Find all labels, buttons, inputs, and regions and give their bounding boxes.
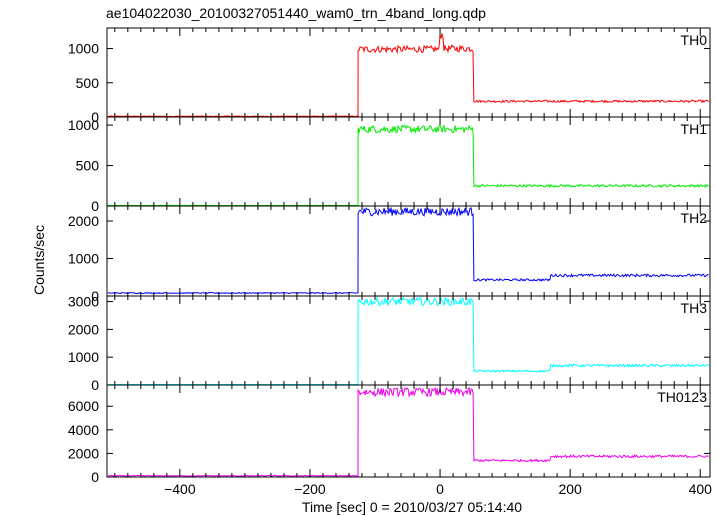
series-line-th0 bbox=[107, 33, 710, 118]
y-tick-label: 0 bbox=[91, 469, 99, 485]
panel-frame bbox=[106, 384, 711, 478]
panel-label: TH1 bbox=[681, 121, 708, 137]
series-line-th1 bbox=[107, 124, 709, 207]
x-tick-label: 0 bbox=[436, 481, 444, 497]
y-tick-label: 0 bbox=[91, 198, 99, 214]
panel-frame bbox=[106, 116, 711, 207]
panel-frame bbox=[106, 205, 711, 297]
panel-frame bbox=[106, 295, 711, 386]
x-axis-label: Time [sec] 0 = 2010/03/27 05:14:40 bbox=[302, 499, 522, 515]
y-tick-label: 500 bbox=[76, 158, 100, 174]
y-tick-label: 0 bbox=[91, 377, 99, 393]
x-tick-label: 400 bbox=[689, 481, 713, 497]
y-tick-label: 1000 bbox=[68, 41, 99, 57]
chart-title: ae104022030_20100327051440_wam0_trn_4ban… bbox=[106, 5, 486, 21]
y-tick-label: 1000 bbox=[68, 349, 99, 365]
panel-label: TH0123 bbox=[657, 389, 707, 405]
y-tick-label: 0 bbox=[91, 109, 99, 125]
y-tick-label: 2000 bbox=[68, 445, 99, 461]
panel-th0123: 0 2000 4000 6000 TH0123 bbox=[68, 384, 711, 485]
y-tick-label: 2000 bbox=[68, 321, 99, 337]
y-axis-label: Counts/sec bbox=[31, 225, 47, 295]
y-tick-label: 4000 bbox=[68, 422, 99, 438]
y-tick-label: 6000 bbox=[68, 398, 99, 414]
panel-th1: 0 500 1000 TH1 bbox=[68, 116, 711, 214]
series-line-th0123 bbox=[107, 386, 709, 477]
panel-th2: 0 1000 2000 TH2 bbox=[68, 205, 711, 304]
x-tick-label: 200 bbox=[558, 481, 582, 497]
panel-th3: 0 1000 2000 3000 TH3 bbox=[68, 294, 711, 393]
panel-label: TH3 bbox=[681, 300, 708, 316]
y-tick-label: 0 bbox=[91, 288, 99, 304]
x-tick-label: −200 bbox=[294, 481, 326, 497]
series-line-th3 bbox=[108, 295, 710, 385]
panel-label: TH0 bbox=[681, 32, 708, 48]
panel-frame bbox=[106, 27, 711, 118]
panel-th0: 0 500 1000 TH0 bbox=[68, 27, 711, 125]
y-tick-label: 500 bbox=[76, 75, 100, 91]
y-tick-label: 3000 bbox=[68, 294, 99, 310]
x-tick-label: −400 bbox=[164, 481, 196, 497]
panel-label: TH2 bbox=[681, 210, 708, 226]
y-tick-label: 2000 bbox=[68, 213, 99, 229]
y-tick-label: 1000 bbox=[68, 117, 99, 133]
y-tick-label: 1000 bbox=[68, 251, 99, 267]
series-line-th2 bbox=[107, 206, 709, 295]
